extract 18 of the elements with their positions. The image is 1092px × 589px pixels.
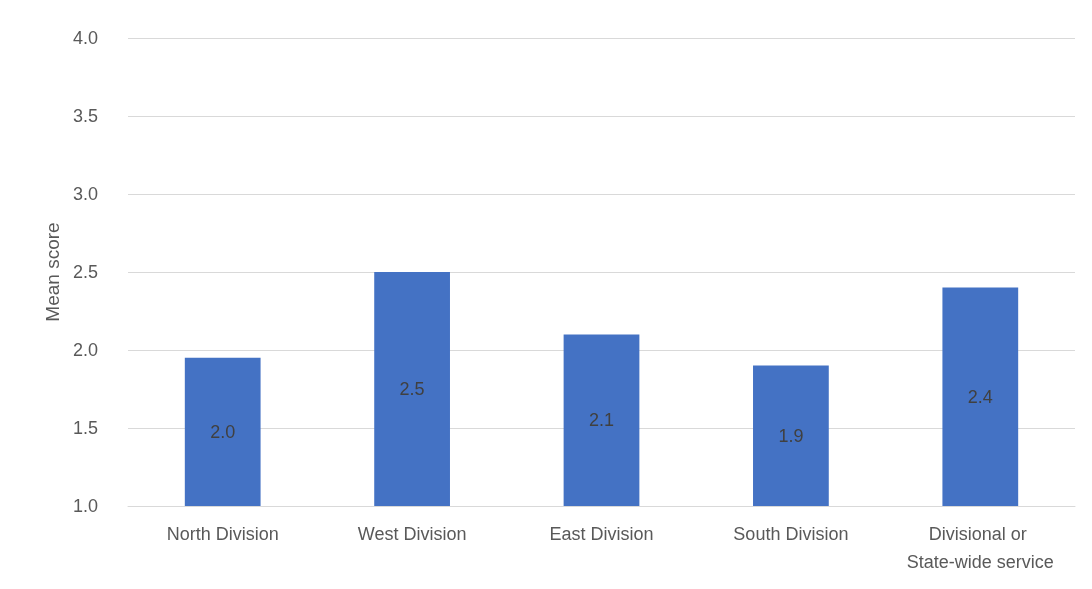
y-tick-label: 2.5 (72, 262, 98, 282)
y-axis-title: Mean score (42, 222, 64, 322)
y-tick-label: 2.0 (72, 340, 98, 360)
y-tick-label: 3.0 (72, 184, 98, 204)
data-label: 2.5 (399, 379, 425, 399)
y-tick-label: 1.0 (72, 496, 98, 516)
data-label: 1.9 (778, 425, 804, 446)
y-tick-label: 4.0 (72, 28, 98, 48)
data-label: 2.4 (967, 386, 993, 407)
x-tick-label: South Division (733, 524, 849, 544)
data-label: 2.0 (210, 421, 236, 442)
x-tick-label: North Division (166, 524, 279, 544)
x-tick-label: East Division (549, 524, 654, 544)
x-tick-label: West Division (357, 524, 467, 544)
x-tick-label: Divisional or State-wide service (906, 524, 1054, 572)
y-tick-label: 3.5 (72, 106, 98, 126)
y-tick-label: 1.5 (72, 418, 98, 438)
data-label: 2.1 (588, 410, 615, 431)
